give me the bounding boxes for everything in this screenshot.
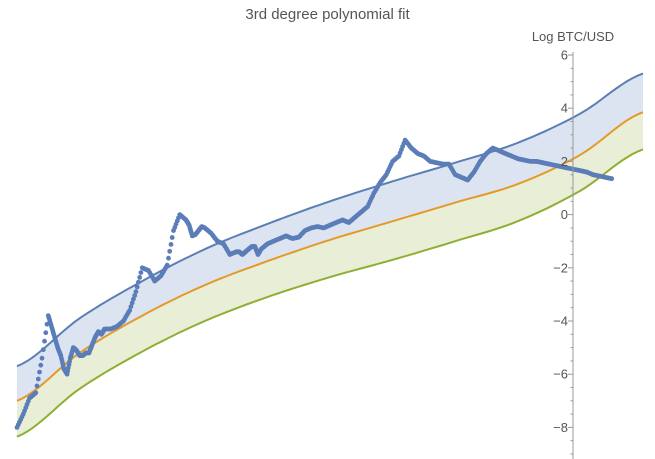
fit-curve-upper [16, 72, 644, 368]
y-tick-label: 4 [561, 101, 568, 116]
chart-title: 3rd degree polynomial fit [245, 6, 410, 23]
data-point [132, 293, 138, 298]
data-point [137, 275, 143, 280]
data-point [34, 383, 40, 389]
data-point [38, 362, 44, 368]
y-tick-label: −6 [553, 367, 568, 382]
fit-bands [17, 73, 643, 437]
data-point [166, 255, 171, 261]
y-axis: 6 4 2 0 −2 −4 −6 −8 Log BTC/USD [532, 29, 614, 459]
y-tick-label: 0 [561, 207, 568, 222]
data-point [37, 369, 42, 375]
fit-curve-lower [16, 148, 644, 438]
data-points [14, 137, 615, 430]
data-point [42, 338, 47, 344]
data-point [168, 242, 174, 247]
data-point [39, 355, 45, 361]
y-axis-ticks: 6 4 2 0 −2 −4 −6 −8 [553, 48, 573, 455]
data-point [40, 347, 46, 353]
data-point [33, 390, 39, 396]
fit-curves [16, 72, 644, 438]
y-tick-label: 2 [561, 154, 568, 169]
y-tick-label: −4 [553, 314, 568, 329]
data-point [136, 279, 141, 285]
data-point [131, 296, 136, 302]
data-point [169, 235, 175, 240]
data-point [609, 176, 615, 182]
data-point [134, 284, 140, 290]
data-point [43, 330, 49, 336]
data-point [164, 262, 170, 268]
data-point [129, 300, 135, 306]
data-point [128, 304, 134, 309]
y-tick-label: −8 [553, 420, 568, 435]
y-tick-label: 6 [561, 48, 568, 63]
fit-band-middle-lower [17, 112, 643, 437]
data-point [35, 376, 41, 382]
y-axis-title: Log BTC/USD [532, 29, 614, 44]
data-point [138, 270, 144, 275]
data-point [127, 308, 133, 313]
fit-curve-middle [16, 111, 644, 402]
data-point [133, 289, 139, 295]
data-point [167, 248, 173, 254]
y-tick-label: −2 [553, 260, 568, 275]
